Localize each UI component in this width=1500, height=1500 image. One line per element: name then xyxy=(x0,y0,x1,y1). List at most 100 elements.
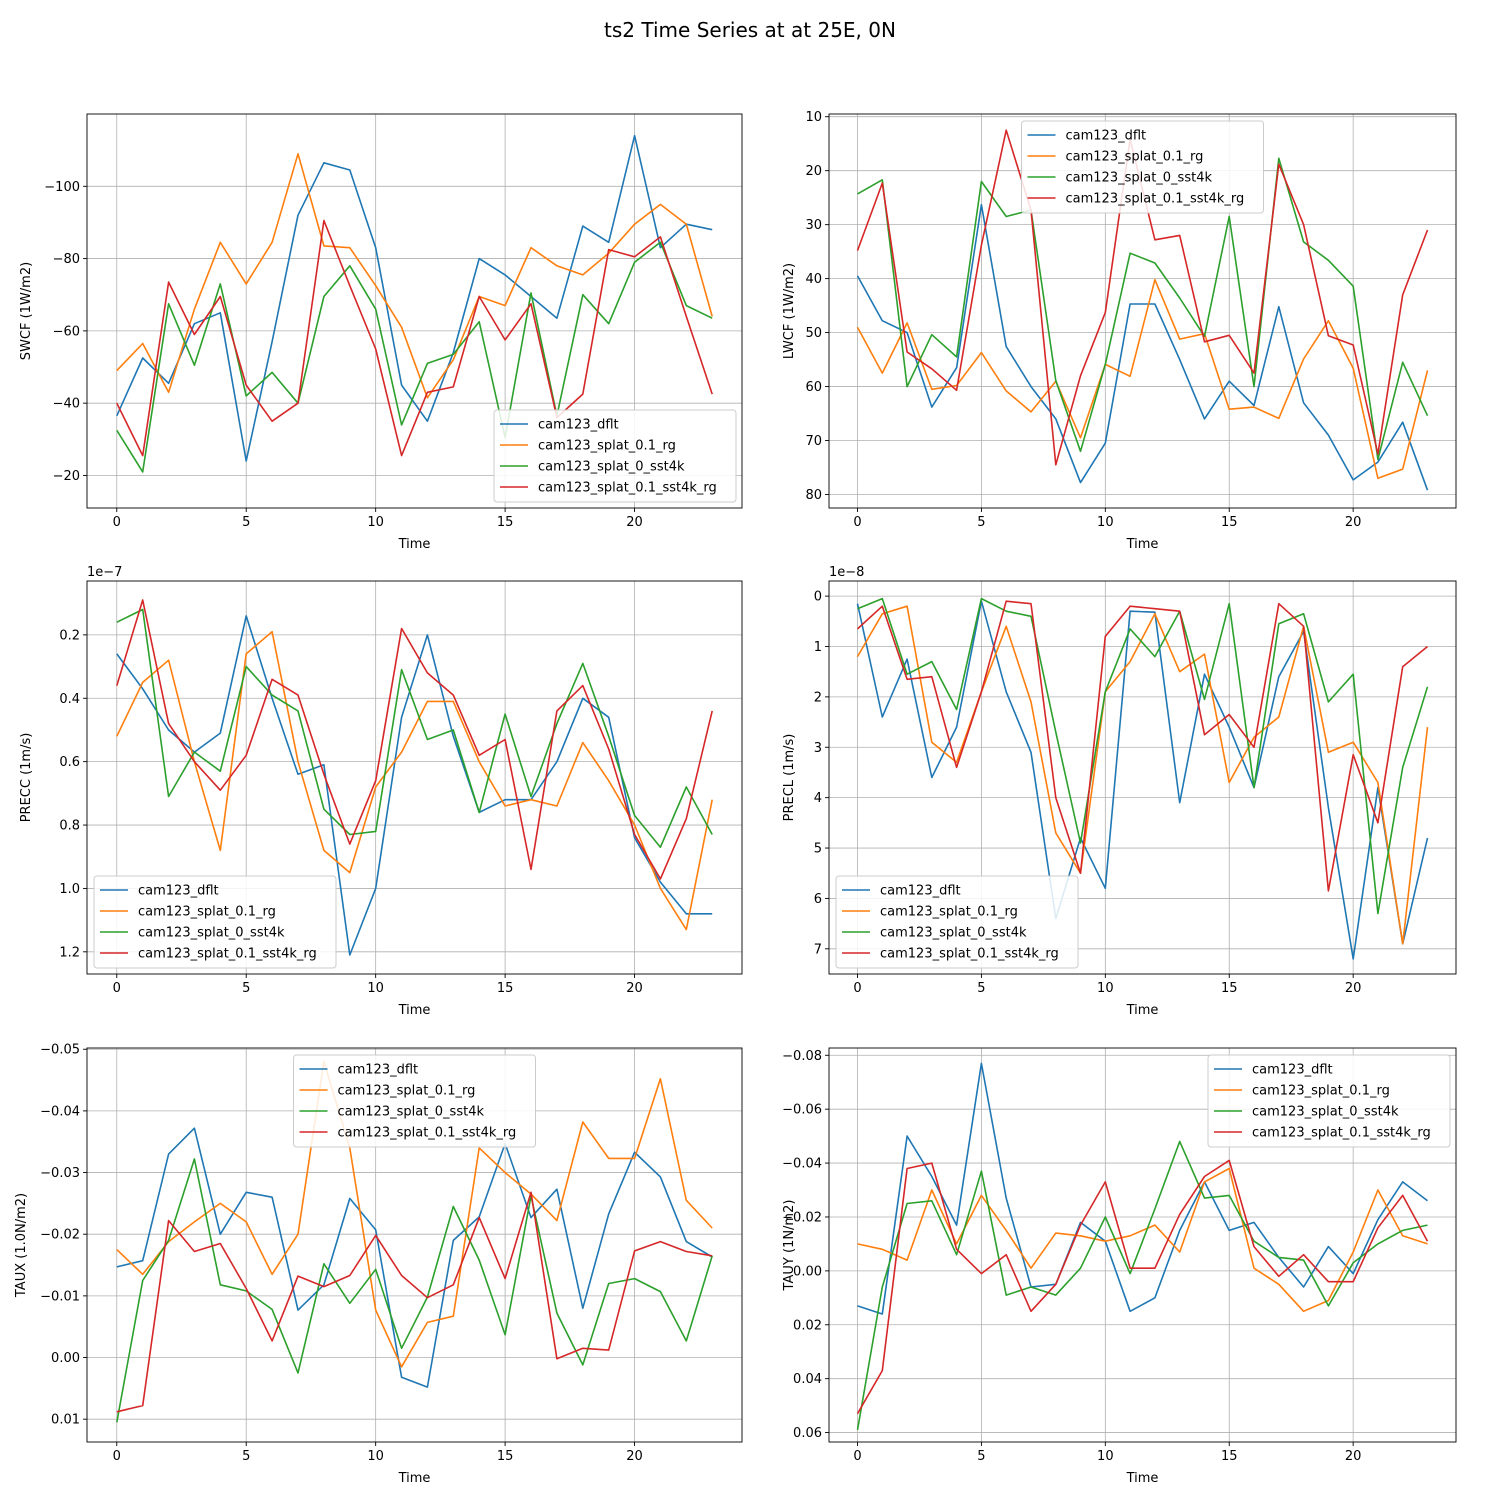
legend-entry: cam123_dflt xyxy=(1066,129,1147,144)
y-tick-label: 80 xyxy=(805,488,822,503)
y-tick-label: 50 xyxy=(805,326,822,341)
series-line-cam123_splat_0.1_sst4k_rg xyxy=(116,599,713,880)
x-axis-label: Time xyxy=(398,1471,431,1486)
x-axis-label: Time xyxy=(1126,537,1159,552)
x-tick-label: 0 xyxy=(853,515,861,530)
y-tick-label: −0.04 xyxy=(40,1104,80,1119)
legend-box xyxy=(493,409,737,503)
axes-frame xyxy=(86,580,743,975)
series-line-cam123_splat_0.1_sst4k_rg xyxy=(856,1159,1429,1415)
y-axis-label: TAUX (1.0N/m2) xyxy=(14,1193,29,1298)
y-tick-label: 10 xyxy=(805,110,822,125)
y-tick-label: 0.00 xyxy=(51,1351,80,1366)
legend-entry: cam123_dflt xyxy=(1252,1063,1333,1078)
y-tick-label: 4 xyxy=(814,791,822,806)
series-line-cam123_splat_0.1_sst4k_rg xyxy=(856,600,1429,892)
y-tick-label: 1.2 xyxy=(59,945,80,960)
legend-box xyxy=(93,875,337,969)
x-tick-label: 0 xyxy=(853,981,861,996)
axes-frame xyxy=(86,1047,743,1443)
legend-entry: cam123_splat_0_sst4k xyxy=(1252,1105,1399,1120)
legend-entry: cam123_splat_0_sst4k xyxy=(880,926,1027,941)
x-tick-label: 15 xyxy=(497,981,514,996)
y-axis-label: LWCF (1W/m2) xyxy=(782,263,797,359)
legend-entry: cam123_splat_0.1_sst4k_rg xyxy=(1252,1126,1431,1141)
y-tick-label: −0.01 xyxy=(40,1289,80,1304)
y-tick-label: 0.4 xyxy=(59,692,80,707)
x-tick-label: 15 xyxy=(497,1449,514,1464)
y-tick-label: 3 xyxy=(814,741,822,756)
x-tick-label: 20 xyxy=(626,1449,643,1464)
legend-box xyxy=(1207,1054,1451,1148)
y-tick-label: 40 xyxy=(805,272,822,287)
x-tick-label: 5 xyxy=(977,981,985,996)
x-tick-label: 20 xyxy=(1345,1449,1362,1464)
series-line-cam123_splat_0.1_rg xyxy=(116,1060,713,1368)
y-tick-label: 0 xyxy=(814,590,822,605)
y-tick-label: −100 xyxy=(44,180,80,195)
x-tick-label: 15 xyxy=(1221,981,1238,996)
y-tick-label: 7 xyxy=(814,942,822,957)
y-tick-label: 6 xyxy=(814,892,822,907)
subplot-5: 0 5 10 15 20 −0.05 −0.04 −0.03 −0.02 −0.01 0.00 0.0… xyxy=(14,1043,743,1486)
x-tick-label: 5 xyxy=(242,981,250,996)
legend-entry: cam123_splat_0.1_rg xyxy=(338,1084,476,1099)
y-axis-label: PRECL (1m/s) xyxy=(782,734,797,822)
subplot-2: 0 5 10 15 20 10 20 30 40 50 60 70 80 Time LWCF (1W/m2)… xyxy=(782,110,1457,552)
legend: cam123_dflt cam123_splat_0.1_rg cam123_spl… xyxy=(1021,120,1264,214)
legend-entry: cam123_splat_0.1_rg xyxy=(138,905,276,920)
series-line-cam123_dflt xyxy=(857,1062,1428,1315)
y-tick-label: 20 xyxy=(805,164,822,179)
series-line-cam123_dflt xyxy=(856,203,1429,491)
x-tick-label: 20 xyxy=(626,515,643,530)
figure-title: ts2 Time Series at at 25E, 0N xyxy=(604,18,896,42)
legend-entry: cam123_splat_0.1_rg xyxy=(1252,1084,1390,1099)
x-axis-label: Time xyxy=(398,1003,431,1018)
legend-entry: cam123_dflt xyxy=(538,418,619,433)
x-tick-label: 15 xyxy=(1221,1449,1238,1464)
y-tick-label: −0.02 xyxy=(782,1210,822,1225)
series-line-cam123_splat_0.1_rg xyxy=(116,153,713,399)
y-tick-label: 30 xyxy=(805,218,822,233)
y-tick-label: −0.02 xyxy=(40,1228,80,1243)
y-tick-label: −0.05 xyxy=(40,1043,80,1058)
legend-entry: cam123_dflt xyxy=(880,884,961,899)
subplot-3: 0 5 10 15 20 0.2 0.4 0.6 0.8 1.0 1.2 Time PRECC (1m/… xyxy=(19,565,743,1018)
series-line-cam123_splat_0.1_sst4k_rg xyxy=(116,219,713,457)
subplot-6: 0 5 10 15 20 −0.08 −0.06 −0.04 −0.02 0.00 0.02 0.04… xyxy=(782,1047,1457,1486)
y-tick-label: 0.6 xyxy=(59,755,80,770)
legend-entry: cam123_splat_0_sst4k xyxy=(338,1105,485,1120)
axes-frame xyxy=(828,113,1457,509)
y-axis-label: TAUY (1N/m2) xyxy=(782,1200,797,1292)
y-tick-label: 1.0 xyxy=(59,882,80,897)
legend: cam123_dflt cam123_splat_0.1_rg cam123_spl… xyxy=(93,875,337,969)
y-tick-label: 0.06 xyxy=(793,1426,822,1441)
series-line-cam123_dflt xyxy=(116,134,713,462)
axes-frame xyxy=(828,1047,1457,1443)
x-tick-label: 0 xyxy=(113,981,121,996)
legend-entry: cam123_splat_0.1_rg xyxy=(880,905,1018,920)
legend-entry: cam123_splat_0.1_sst4k_rg xyxy=(1066,192,1245,207)
legend-entry: cam123_splat_0.1_rg xyxy=(538,439,676,454)
y-offset-label: 1e−7 xyxy=(87,565,122,580)
y-tick-label: 0.04 xyxy=(793,1372,822,1387)
y-tick-label: −0.03 xyxy=(40,1166,80,1181)
series-line-cam123_dflt xyxy=(116,1127,713,1388)
legend: cam123_dflt cam123_splat_0.1_rg cam123_spl… xyxy=(493,409,737,503)
subplot-1: 0 5 10 15 20 −100 −80 −60 −40 −20 Time SWCF (1W/m2)… xyxy=(19,113,743,552)
y-tick-label: −0.04 xyxy=(782,1157,822,1172)
y-tick-label: 0.02 xyxy=(793,1318,822,1333)
axes-frame xyxy=(828,580,1457,975)
y-axis-label: SWCF (1W/m2) xyxy=(19,262,34,360)
legend-entry: cam123_splat_0_sst4k xyxy=(538,460,685,475)
y-tick-label: 2 xyxy=(814,690,822,705)
y-axis-label: PRECC (1m/s) xyxy=(19,733,34,823)
x-tick-label: 20 xyxy=(626,981,643,996)
legend-entry: cam123_splat_0.1_sst4k_rg xyxy=(338,1126,517,1141)
y-tick-label: 0.2 xyxy=(59,628,80,643)
y-tick-label: −40 xyxy=(53,397,80,412)
x-tick-label: 15 xyxy=(1221,515,1238,530)
y-offset-label: 1e−8 xyxy=(829,565,864,580)
legend-entry: cam123_splat_0.1_sst4k_rg xyxy=(138,947,317,962)
